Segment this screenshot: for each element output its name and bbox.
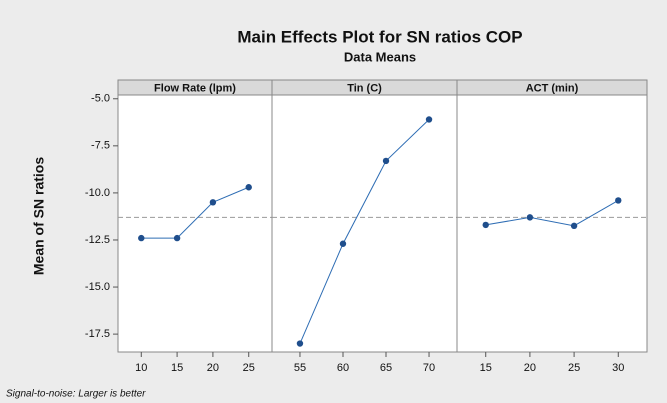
x-tick-label: 15 — [480, 362, 492, 374]
data-point — [245, 184, 252, 191]
x-tick-label: 20 — [207, 362, 219, 374]
data-point — [296, 340, 304, 347]
panel-title: Flow Rate (lpm) — [154, 82, 236, 94]
x-tick-label: 65 — [380, 362, 392, 374]
data-point — [615, 197, 622, 204]
x-tick-label: 30 — [612, 362, 624, 374]
data-point — [138, 234, 145, 242]
panel-title: ACT (min) — [526, 82, 579, 94]
y-tick-label: -12.5 — [85, 234, 110, 246]
data-line — [141, 186, 249, 239]
data-point — [526, 214, 534, 221]
x-tick-label: 60 — [337, 362, 349, 374]
data-point — [339, 240, 347, 247]
panel-title: Tin (C) — [347, 82, 382, 94]
data-point — [382, 157, 390, 165]
x-tick-label: 55 — [294, 362, 306, 374]
y-tick-label: -10.0 — [85, 187, 110, 199]
x-tick-label: 25 — [568, 362, 580, 374]
x-tick-label: 15 — [171, 362, 183, 374]
y-tick-label: -5.0 — [91, 93, 110, 105]
chart-subtitle: Data Means — [344, 49, 416, 64]
data-line — [299, 119, 430, 344]
x-tick-label: 10 — [135, 362, 147, 374]
plot-area — [117, 94, 648, 353]
x-tick-label: 20 — [524, 362, 536, 374]
data-point — [570, 222, 578, 230]
y-tick-label: -15.0 — [85, 281, 110, 293]
x-tick-label: 25 — [243, 362, 255, 374]
y-axis-label: Mean of SN ratios — [31, 157, 47, 275]
x-tick-label: 70 — [423, 362, 435, 374]
chart-title: Main Effects Plot for SN ratios COP — [237, 27, 522, 46]
y-tick-label: -17.5 — [85, 328, 110, 340]
footnote: Signal-to-noise: Larger is better — [6, 389, 146, 400]
data-line — [485, 200, 619, 227]
data-point — [425, 116, 433, 123]
data-point — [482, 221, 489, 229]
y-tick-label: -7.5 — [91, 140, 110, 152]
data-point — [209, 199, 217, 206]
data-point — [173, 234, 181, 242]
